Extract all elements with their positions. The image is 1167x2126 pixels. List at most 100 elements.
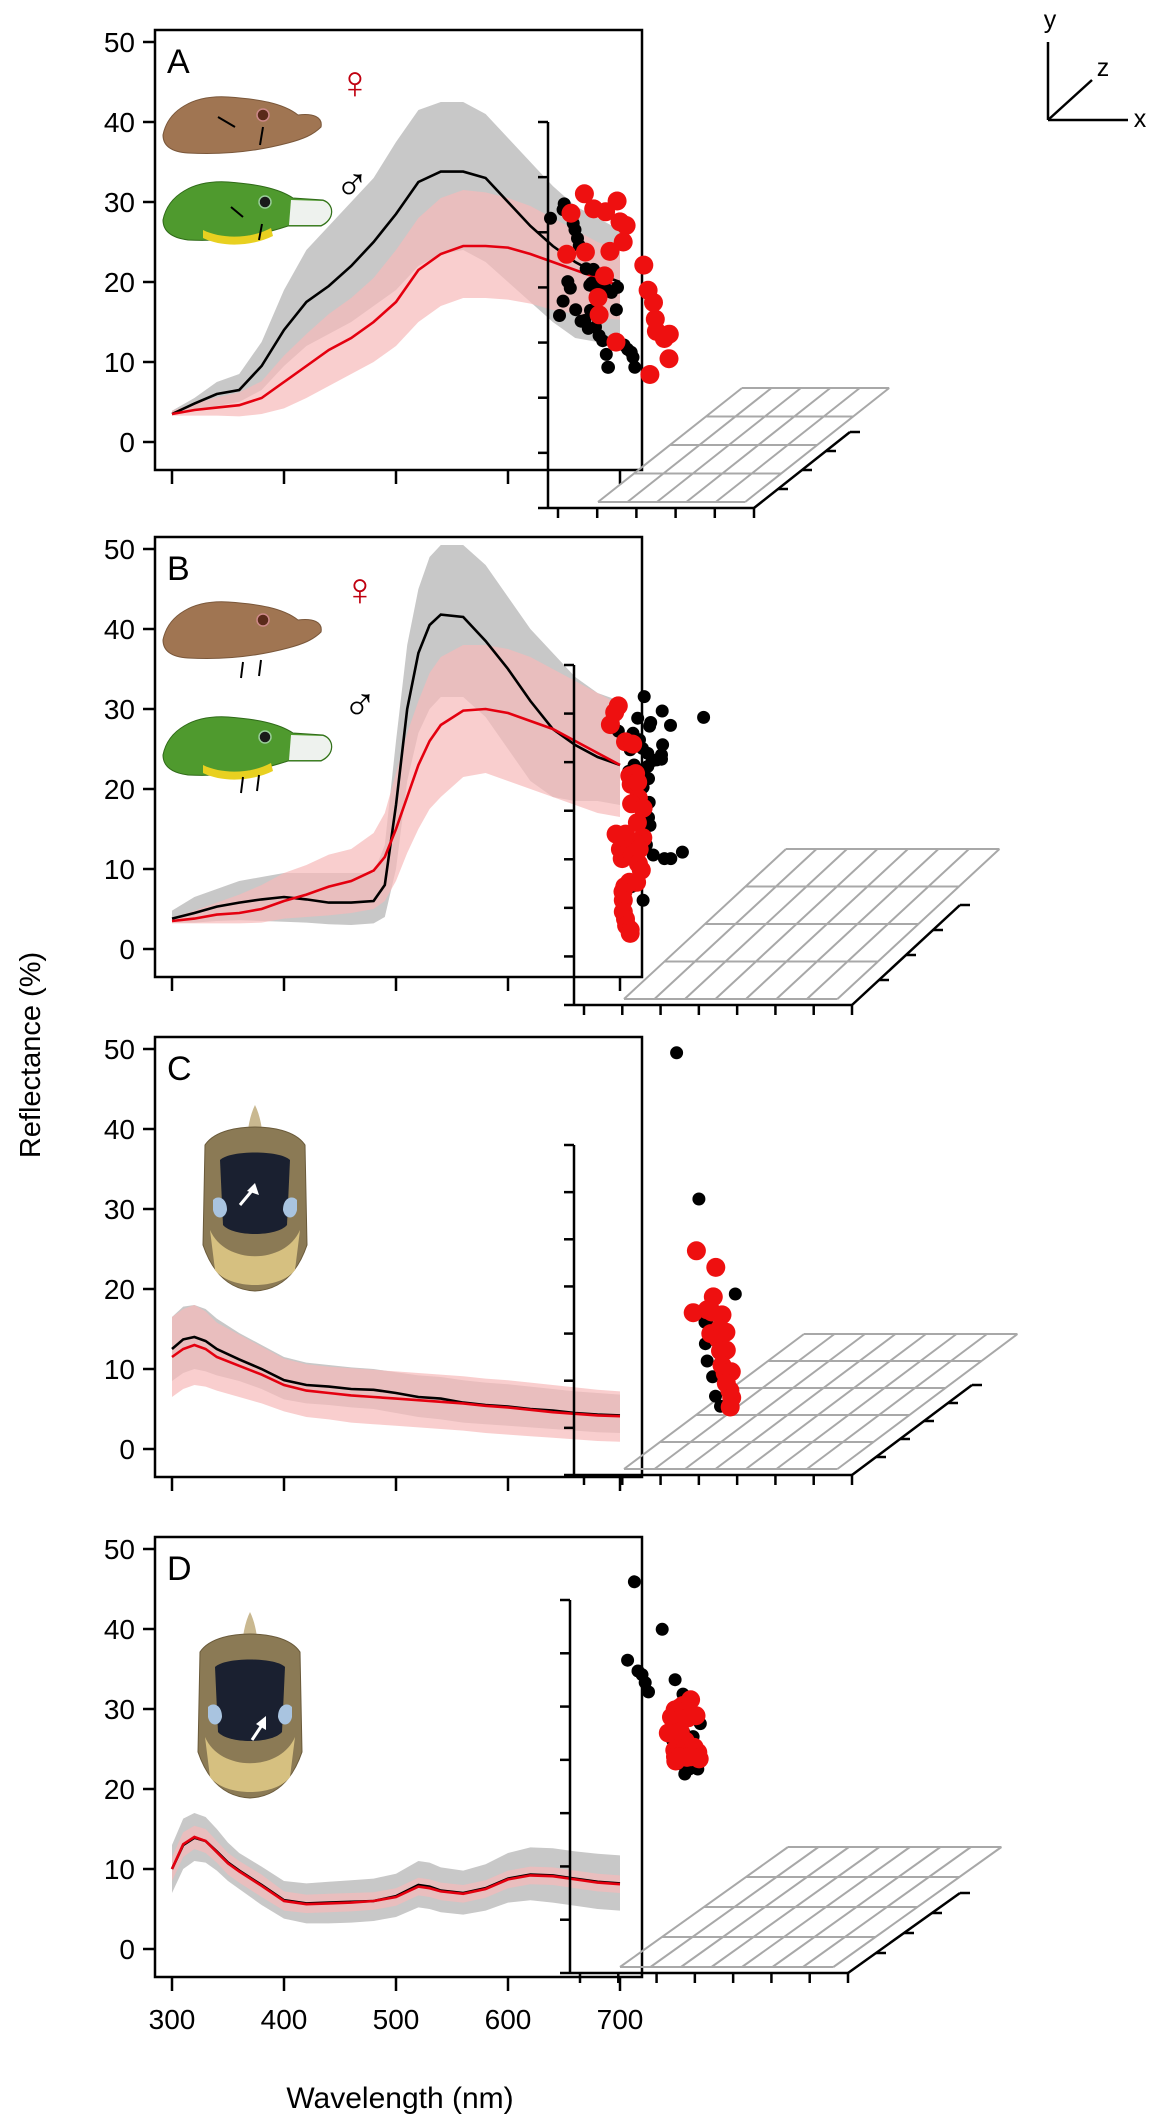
scatter-point-male [637,690,651,704]
scatter-point-female [640,365,660,384]
grid-line [745,1333,927,1470]
scatter-point-male [656,738,670,752]
scatter-point-female [623,734,643,754]
y-tick-label: 0 [119,934,135,965]
key-x-label: x [1134,105,1147,133]
panel-d-letter: D [167,1550,192,1588]
y-tick-label: 0 [119,427,135,458]
x-tick-label: 400 [261,2004,308,2035]
scatter-point-female [689,1749,709,1769]
scatter-point-female [716,1340,736,1360]
y-tick-label: 10 [104,347,135,378]
panel-b-letter: B [167,550,190,588]
scatter-point-male [668,1673,682,1687]
panel-d-lines [170,1835,621,1906]
y-tick-label: 30 [104,187,135,218]
panel-a-axes: 0 10 20 30 40 50 [104,27,622,484]
lizard-male-head-icon [162,181,333,245]
scatter-point-female [703,1287,723,1307]
scatter-point-male [641,759,655,773]
y-tick-label: 10 [104,854,135,885]
y-axis-label: Reflectance (%) [15,952,47,1158]
scatter-point-female [613,232,633,252]
scatter-point-female [616,216,636,235]
scatter-point-male [611,280,624,294]
scatter-point-male [556,294,570,308]
scatter-point-male [642,1685,655,1699]
scatter-floor-grid [597,387,890,503]
scatter-point-male [675,845,689,859]
panel-a-lines [171,170,621,416]
scatter-floor-grid [623,1333,1019,1470]
scatter-point-female [600,241,620,261]
scatter-point-female [606,332,626,352]
scatter-point-female [557,244,577,264]
x-tick-label: 500 [373,2004,420,2035]
scatter-point-female [561,203,581,223]
scatter-point-female [620,923,640,943]
scatter-point-female [686,1706,706,1726]
key-y-label: y [1044,6,1057,34]
scatter-point-male [599,347,613,361]
y-tick-label: 10 [104,1354,135,1385]
lizard-female-head-icon [162,601,322,679]
scatter-point-male [563,281,577,295]
scatter-z-axis [851,1384,973,1476]
scatter-point-male [709,1389,722,1403]
panel-c-plot: 0 10 20 30 40 50 C [104,1034,644,1491]
scatter-point-male [628,360,642,374]
panel-b-plot: 0 10 20 30 40 50 B ♀ ♂ [104,534,644,991]
scatter-point-male [670,1046,684,1060]
scatter-point-male [664,852,678,866]
y-tick-label: 40 [104,1614,135,1645]
scatter-point-female [606,824,626,844]
y-tick-label: 0 [119,1434,135,1465]
y-tick-label: 20 [104,1774,135,1805]
y-tick-label: 10 [104,1854,135,1885]
panel-b-lines [171,613,621,923]
scatter-point-male [728,1287,742,1301]
panel-b-bands [172,545,620,925]
scatter-floor-grid [623,848,1001,1000]
band-female [172,645,620,924]
panel-a: 0 10 20 30 40 50 A ♀ ♂ [104,27,890,518]
scatter-point-female [627,813,647,833]
y-tick-label: 40 [104,614,135,645]
x-tick-label: 300 [149,2004,196,2035]
scatter-point-male [569,303,583,317]
mean-line-female [170,1835,621,1906]
axes-orientation-key: y x z [1044,6,1147,133]
scatter-point-female [574,184,594,204]
panel-a-lizard-inset [162,96,333,245]
scatter-point-female [629,839,649,859]
scatter-point-male [631,711,645,725]
panel-d-scatter3d [560,1575,1003,1983]
y-tick-label: 50 [104,1034,135,1065]
panel-d-frame [153,1535,644,1979]
scatter-point-female [644,293,663,312]
panel-d: 0 10 20 30 40 50 300 400 500 600 700 D [104,1534,1003,2035]
panel-b-axes: 0 10 20 30 40 50 [104,534,622,991]
scatter-point-female [686,1241,706,1261]
panel-a-scatter3d [538,120,890,518]
y-tick-label: 30 [104,694,135,725]
scatter-point-female [633,798,653,818]
mean-line-male [171,170,621,416]
scatter-point-male [553,309,566,322]
scatter-point-male [646,848,660,862]
key-z-label: z [1097,54,1110,82]
band-female [172,1305,620,1442]
scatter-point-male [655,704,669,718]
y-tick-label: 20 [104,774,135,805]
scatter-point-female [666,1751,686,1771]
y-tick-label: 20 [104,267,135,298]
scatter-point-female [659,349,679,369]
scatter-point-female [607,191,627,211]
scatter-point-male [627,1575,641,1589]
scatter-point-male [626,350,640,364]
scatter-point-male [544,211,557,225]
scatter-point-female [595,266,614,286]
scatter-point-female [634,255,654,275]
scatter-point-female [588,288,608,307]
y-tick-label: 0 [119,1934,135,1965]
